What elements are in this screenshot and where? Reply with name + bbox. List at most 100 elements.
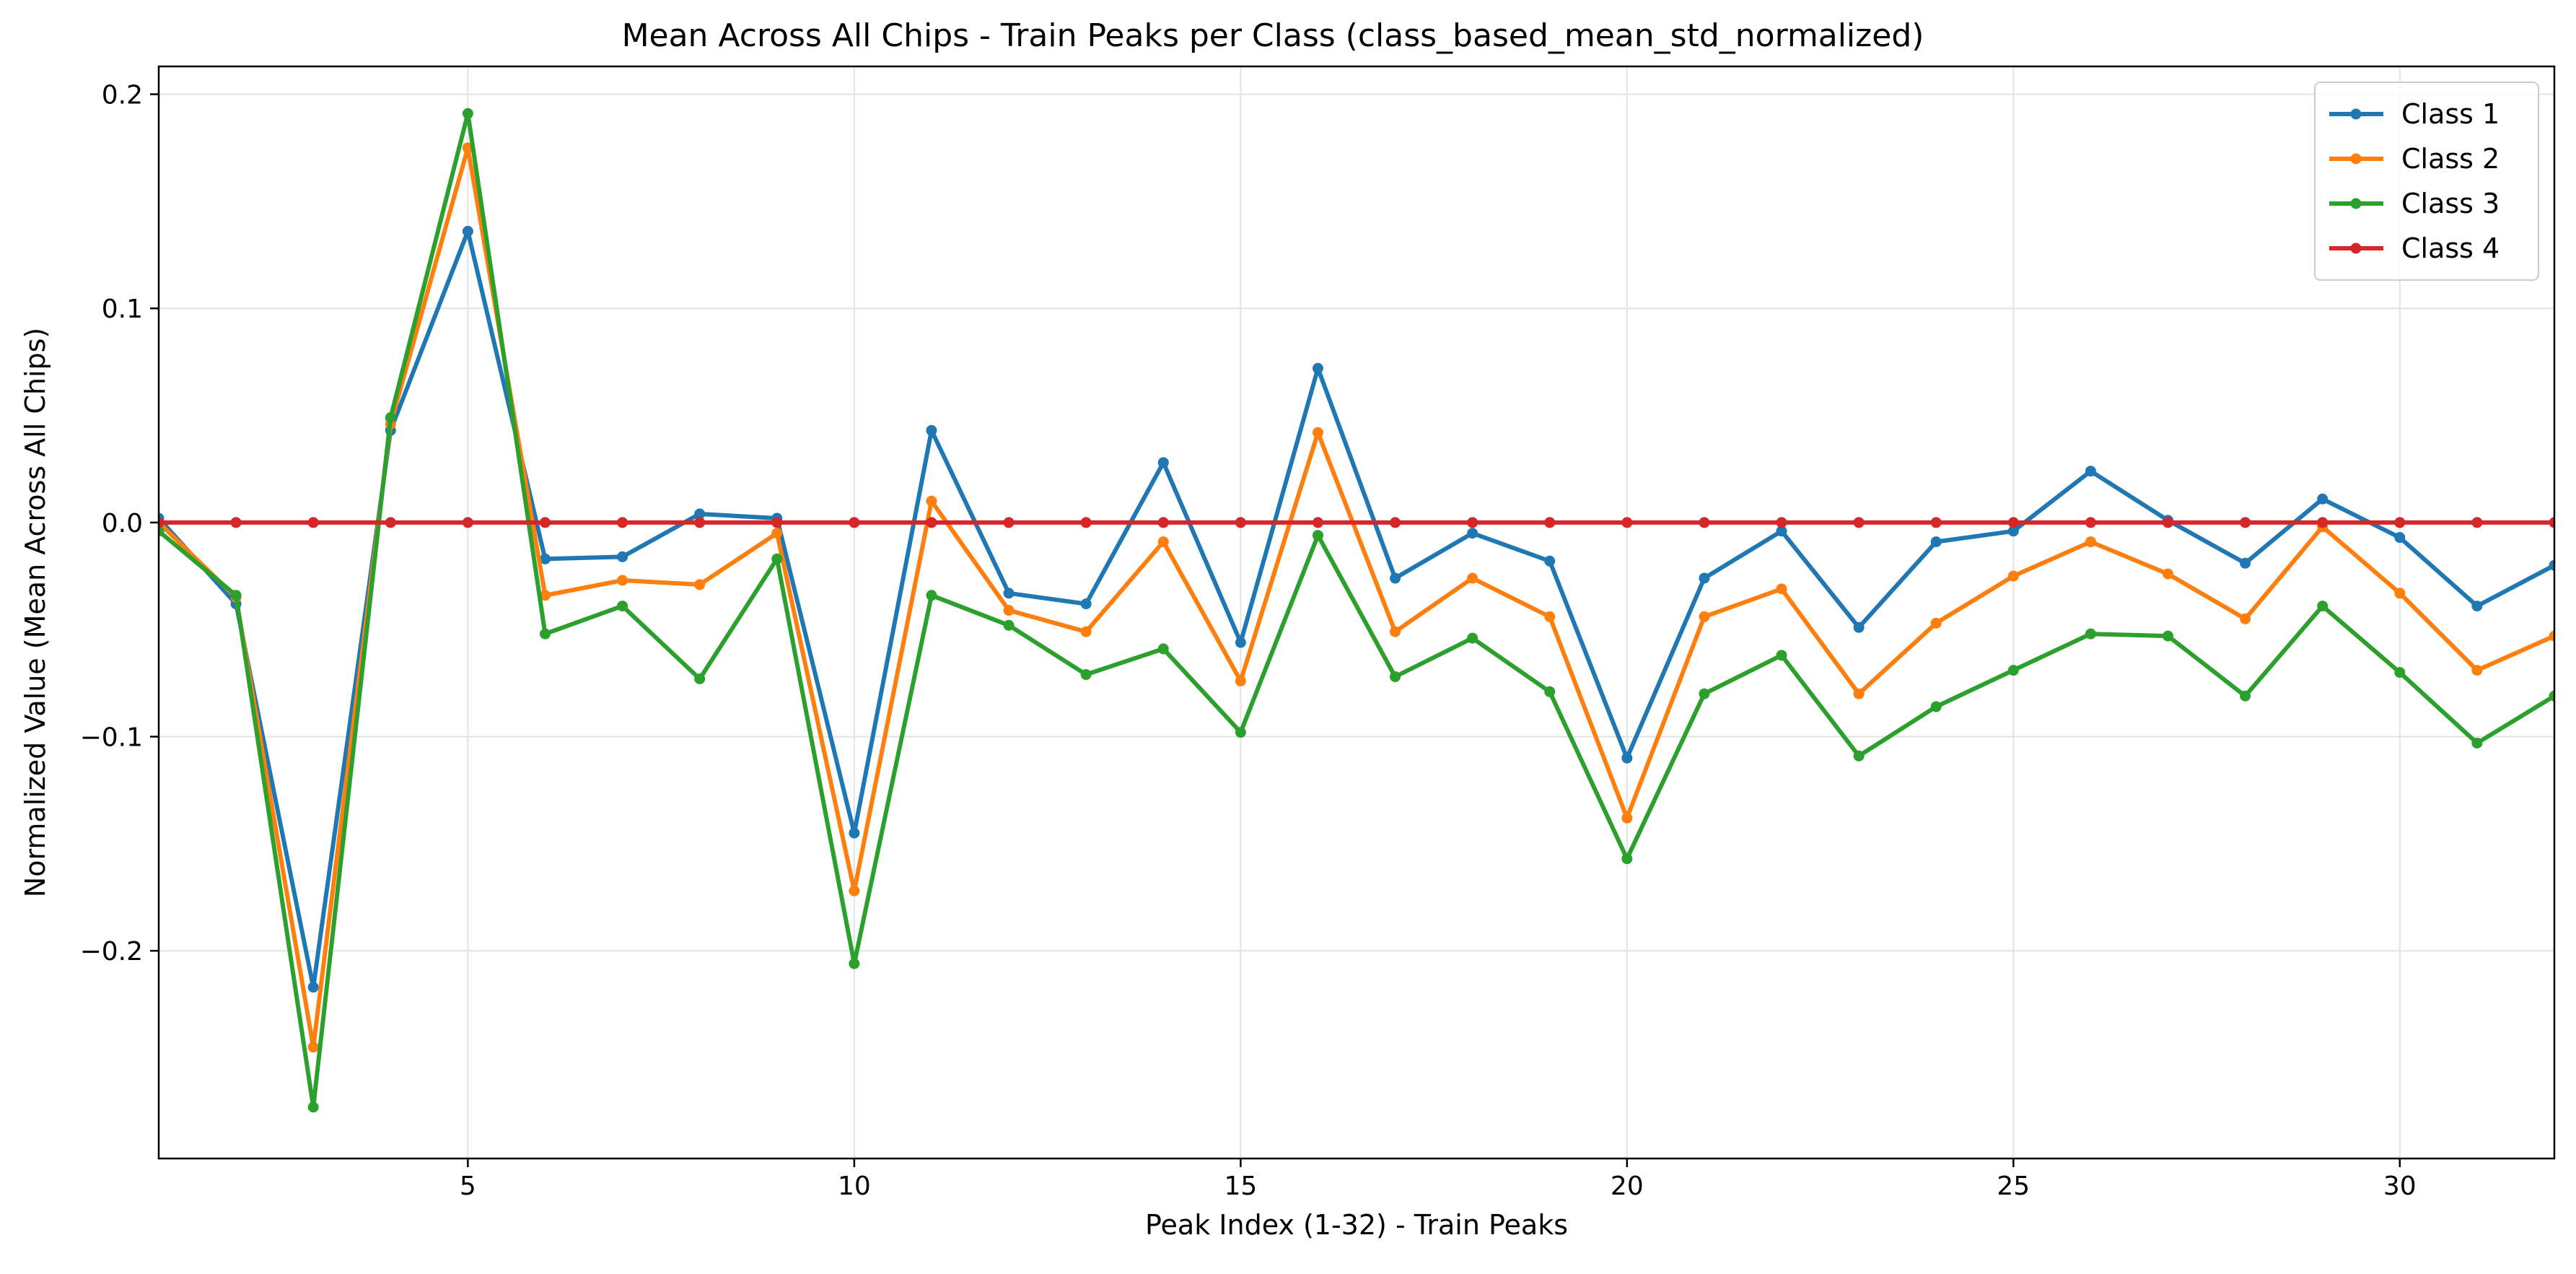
data-point-class-4 [2549,517,2554,528]
data-point-class-3 [159,525,165,537]
data-point-class-4 [1776,517,1787,528]
data-point-class-1 [1467,528,1478,539]
y-axis-label: Normalized Value (Mean Across All Chips) [19,328,51,897]
y-tick-label: 0.1 [102,294,143,324]
data-point-class-4 [1080,517,1092,528]
legend-marker [2350,108,2362,120]
data-point-class-2 [307,1042,319,1053]
data-point-class-3 [307,1101,319,1113]
data-point-class-3 [1312,530,1323,541]
data-point-class-4 [1235,517,1246,528]
data-point-class-3 [385,412,396,424]
data-point-class-3 [1467,632,1478,644]
data-point-class-2 [1621,812,1633,824]
data-point-class-3 [2007,665,2019,676]
data-point-class-1 [1930,536,1942,548]
data-point-class-3 [1157,643,1169,655]
data-point-class-4 [694,517,706,528]
data-point-class-4 [1853,517,1865,528]
data-point-class-1 [1699,572,1710,584]
data-point-class-4 [2085,517,2096,528]
data-point-class-1 [1544,555,1556,567]
series-class-3 [159,108,2554,1113]
data-point-class-1 [1003,588,1015,599]
data-point-class-2 [694,579,706,590]
series-lines [159,108,2554,1113]
data-point-class-3 [771,553,783,564]
data-point-class-1 [2240,557,2251,569]
data-point-class-4 [1930,517,1942,528]
data-point-class-3 [1776,650,1787,661]
data-point-class-2 [1080,626,1092,637]
legend-label: Class 4 [2401,232,2500,264]
series-line-class-3 [159,111,2554,1109]
legend-marker [2350,243,2362,254]
data-point-class-2 [2471,665,2483,676]
data-point-class-2 [926,495,937,507]
data-point-class-2 [2007,570,2019,582]
data-point-class-4 [1621,517,1633,528]
data-point-class-4 [539,517,551,528]
data-point-class-1 [2007,525,2019,537]
legend-marker [2350,198,2362,209]
data-point-class-1 [849,827,860,839]
data-point-class-4 [849,517,860,528]
data-point-class-2 [1853,688,1865,699]
data-point-class-3 [926,590,937,601]
data-point-class-1 [2471,601,2483,612]
data-point-class-4 [159,517,165,528]
data-point-class-3 [1235,727,1246,738]
plot-area-frame [157,65,2556,1160]
x-tick-label: 5 [460,1172,476,1201]
data-point-class-1 [617,551,628,562]
data-point-class-2 [2085,536,2096,548]
x-tick-label: 20 [1611,1172,1644,1201]
data-point-class-4 [385,517,396,528]
data-point-class-4 [617,517,628,528]
data-point-class-4 [2394,517,2406,528]
data-point-class-2 [1699,611,1710,622]
data-point-class-4 [771,517,783,528]
data-point-class-4 [1699,517,1710,528]
data-point-class-3 [1853,750,1865,762]
legend-item-class-3: Class 3 [2329,188,2500,219]
legend-item-class-2: Class 2 [2329,143,2500,175]
data-point-class-3 [694,673,706,684]
data-point-class-3 [1621,853,1633,865]
data-point-class-2 [1467,572,1478,584]
data-point-class-3 [230,590,242,601]
data-point-class-4 [2240,517,2251,528]
legend-label: Class 1 [2401,98,2500,130]
data-point-class-1 [926,424,937,436]
y-tick-label: −0.2 [80,937,143,967]
data-point-class-1 [462,225,473,237]
data-point-class-1 [2085,466,2096,477]
data-point-class-2 [1003,605,1015,616]
data-point-class-3 [617,601,628,612]
data-point-class-4 [1003,517,1015,528]
data-point-class-3 [1003,619,1015,631]
x-tick-label: 10 [838,1172,871,1201]
data-point-class-3 [539,628,551,640]
data-point-class-1 [1080,598,1092,610]
series-line-class-2 [159,145,2554,1050]
legend-box [2314,82,2539,281]
data-point-class-1 [307,982,319,993]
data-point-class-2 [1930,617,1942,629]
legend-label: Class 3 [2401,188,2500,219]
data-point-class-4 [1390,517,1401,528]
x-tick-label: 15 [1224,1172,1257,1201]
data-point-class-2 [2394,588,2406,599]
data-point-class-3 [2394,667,2406,679]
data-point-class-4 [1157,517,1169,528]
data-point-class-1 [2317,493,2329,505]
chart-title: Mean Across All Chips - Train Peaks per … [622,17,1924,54]
data-point-class-2 [2240,613,2251,624]
legend-item-class-1: Class 1 [2329,98,2500,130]
series-class-2 [159,142,2554,1053]
data-point-class-3 [2085,628,2096,640]
data-point-class-1 [1776,525,1787,537]
data-point-class-3 [2163,630,2174,642]
data-point-class-2 [2163,568,2174,580]
